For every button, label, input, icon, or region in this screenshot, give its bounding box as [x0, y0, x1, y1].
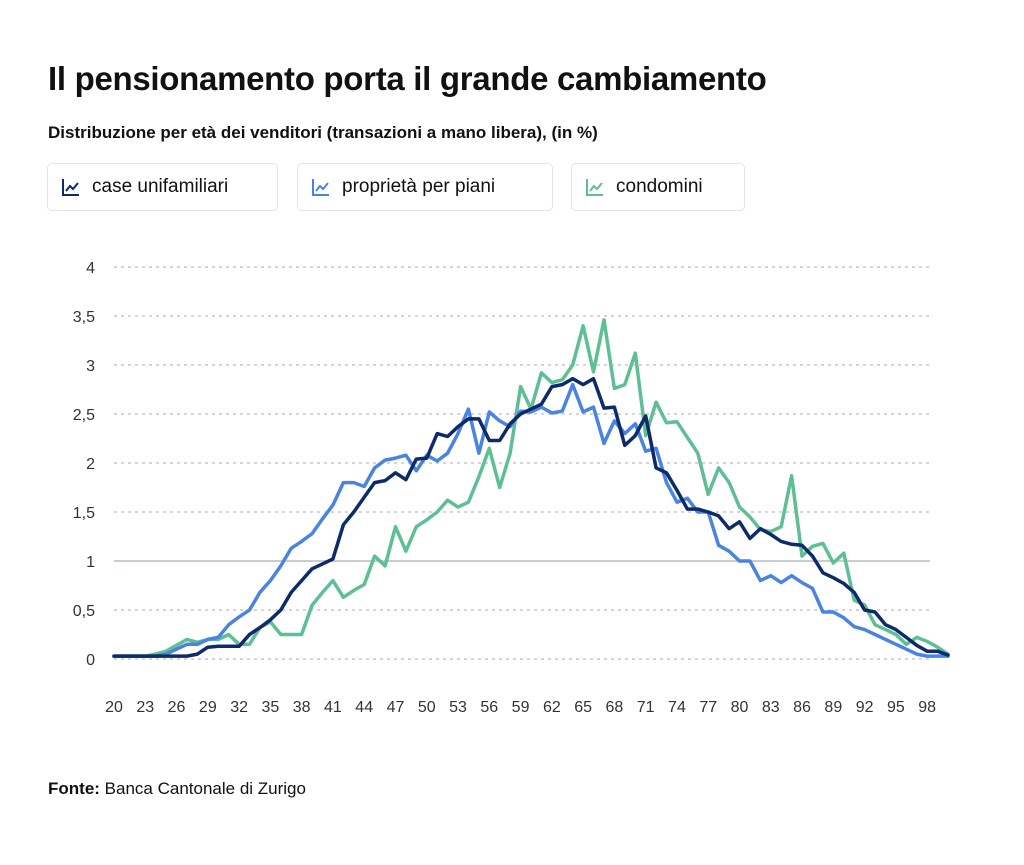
x-tick-label: 65 — [574, 699, 592, 716]
legend-label: condomini — [616, 176, 703, 197]
x-tick-label: 59 — [512, 699, 530, 716]
x-tick-label: 56 — [480, 699, 498, 716]
x-tick-label: 23 — [136, 699, 154, 716]
x-tick-label: 50 — [418, 699, 436, 716]
x-tick-label: 44 — [355, 699, 373, 716]
x-axis-tick-labels: 20 23 26 29 32 35 38 41 44 47 50 53 56 59 62 65 68 71 74 77… — [105, 699, 936, 716]
source-text: Banca Cantonale di Zurigo — [99, 779, 306, 798]
series-line-case-unifamiliari — [112, 376, 950, 658]
x-tick-label: 71 — [637, 699, 655, 716]
legend-item-case-unifamiliari[interactable]: case unifamiliari — [47, 163, 278, 211]
y-tick-label: 2 — [86, 456, 95, 473]
x-tick-label: 62 — [543, 699, 561, 716]
x-tick-label: 47 — [387, 699, 405, 716]
line-chart-icon — [586, 179, 603, 196]
y-tick-label: 3,5 — [73, 309, 95, 326]
x-tick-label: 83 — [762, 699, 780, 716]
x-tick-label: 32 — [230, 699, 248, 716]
y-tick-label: 1 — [86, 554, 95, 571]
y-tick-label: 1,5 — [73, 505, 95, 522]
legend-label: case unifamiliari — [92, 176, 229, 197]
y-tick-label: 0,5 — [73, 603, 95, 620]
x-tick-label: 35 — [261, 699, 279, 716]
x-tick-label: 92 — [856, 699, 874, 716]
series-line-proprieta-per-piani — [112, 382, 950, 658]
gridlines — [114, 266, 930, 660]
line-chart-icon — [62, 179, 79, 196]
x-tick-label: 98 — [918, 699, 936, 716]
y-tick-label: 4 — [86, 260, 95, 277]
chart-subtitle: Distribuzione per età dei venditori (tra… — [48, 123, 598, 142]
legend-item-proprieta-per-piani[interactable]: proprietà per piani — [297, 163, 553, 211]
x-tick-label: 38 — [293, 699, 311, 716]
x-tick-label: 80 — [731, 699, 749, 716]
x-tick-label: 86 — [793, 699, 811, 716]
series-lines — [112, 318, 950, 658]
y-tick-label: 2,5 — [73, 407, 95, 424]
series-line-condomini — [112, 318, 950, 658]
x-tick-label: 77 — [699, 699, 717, 716]
chart-title: Il pensionamento porta il grande cambiam… — [48, 60, 767, 97]
x-tick-label: 29 — [199, 699, 217, 716]
y-tick-label: 0 — [86, 652, 95, 669]
x-tick-label: 68 — [606, 699, 624, 716]
y-axis-tick-labels: 0 0,5 1 1,5 2 2,5 3 3,5 4 — [73, 260, 95, 669]
y-tick-label: 3 — [86, 358, 95, 375]
source-label: Fonte: — [48, 779, 100, 798]
x-tick-label: 95 — [887, 699, 905, 716]
line-chart-icon — [312, 179, 329, 196]
x-tick-label: 41 — [324, 699, 342, 716]
x-tick-label: 53 — [449, 699, 467, 716]
x-tick-label: 26 — [168, 699, 186, 716]
x-tick-label: 20 — [105, 699, 123, 716]
source-note: Fonte: Banca Cantonale di Zurigo — [48, 779, 306, 799]
x-tick-label: 89 — [824, 699, 842, 716]
x-tick-label: 74 — [668, 699, 686, 716]
legend-item-condomini[interactable]: condomini — [571, 163, 745, 211]
legend-label: proprietà per piani — [342, 176, 496, 197]
